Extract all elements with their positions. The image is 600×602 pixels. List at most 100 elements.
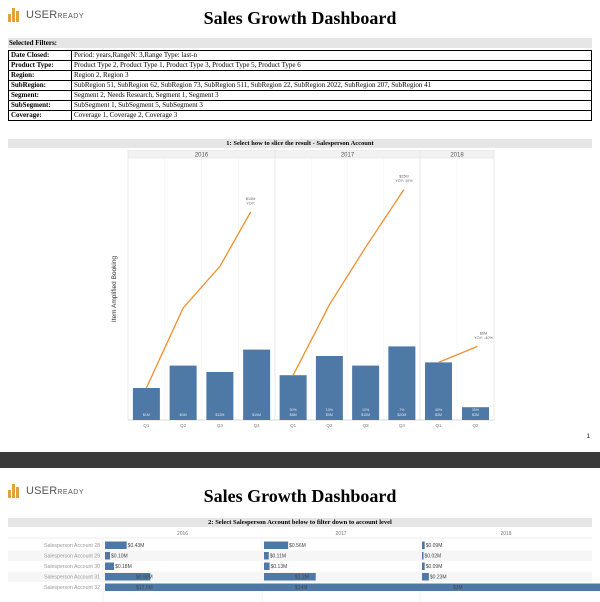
year-annotation: $6M bbox=[480, 331, 487, 335]
filter-value: SubRegion 51, SubRegion 62, SubRegion 73… bbox=[71, 80, 592, 91]
bar-label: $0M bbox=[180, 413, 187, 417]
cumulative-line bbox=[145, 211, 252, 389]
bar-label: $12M bbox=[215, 413, 224, 417]
filter-row: Coverage: Coverage 1, Coverage 2, Coverag… bbox=[8, 110, 592, 121]
account-bar-label: $0.23M bbox=[430, 575, 447, 581]
filter-value: Product Type 2, Product Type 1, Product … bbox=[71, 60, 592, 71]
filter-value: SubSegment 1, SubSegment 5, SubSegment 3 bbox=[71, 100, 592, 111]
account-bar bbox=[264, 552, 269, 560]
year-annotation: $10M bbox=[246, 197, 256, 201]
account-bar-label: $3M bbox=[453, 585, 463, 591]
account-bar bbox=[264, 541, 289, 549]
account-bar bbox=[105, 541, 127, 549]
year-label: 2018 bbox=[450, 153, 464, 159]
quarter-tick-label: Q4 bbox=[254, 423, 261, 428]
page-separator bbox=[0, 452, 600, 468]
salesperson-row-label: Salesperson Account 29 bbox=[44, 554, 100, 560]
salesperson-row-label: Salesperson Account 32 bbox=[44, 585, 100, 591]
salesperson-row-label: Salesperson Account 28 bbox=[44, 543, 100, 549]
year-label: 2017 bbox=[341, 153, 355, 159]
account-bar bbox=[422, 552, 424, 560]
cumulative-line bbox=[438, 345, 478, 364]
filter-row: Date Closed: Period: years,RangeN: 3,Rang… bbox=[8, 50, 592, 61]
filter-value: Region 2, Region 3 bbox=[71, 70, 592, 81]
report-page-1: USERREADY Sales Growth Dashboard Selecte… bbox=[8, 8, 592, 440]
y-axis-label: Item Amplified Booking bbox=[111, 256, 118, 323]
logo-bars-icon bbox=[8, 484, 22, 498]
account-bar bbox=[105, 562, 115, 570]
quarter-tick-label: Q2 bbox=[472, 423, 479, 428]
year-annotation: YOY: -40% bbox=[474, 336, 493, 340]
bar-label: $3M bbox=[472, 413, 479, 417]
bar-label: 10% bbox=[362, 408, 370, 412]
page-title: Sales Growth Dashboard bbox=[203, 8, 397, 28]
bar-label: 30% bbox=[472, 408, 480, 412]
bar-label: 40% bbox=[435, 408, 443, 412]
account-bar-label: $1.2M bbox=[295, 575, 309, 581]
account-bar bbox=[264, 573, 316, 581]
filter-key: Date Closed: bbox=[8, 50, 72, 61]
logo-text-main: USER bbox=[26, 9, 58, 21]
bar-label: $9M bbox=[326, 413, 333, 417]
year-annotation: $25M bbox=[399, 175, 409, 179]
bar-label: 30% bbox=[290, 408, 298, 412]
quarter-tick-label: Q2 bbox=[326, 423, 333, 428]
salesperson-row-label: Salesperson Account 31 bbox=[44, 575, 100, 581]
account-bar-label: $0.09M bbox=[426, 564, 443, 570]
bar bbox=[352, 365, 380, 420]
year-column-label: 2017 bbox=[335, 531, 346, 537]
account-bar-label: $0.09M bbox=[426, 543, 443, 549]
account-bar bbox=[264, 562, 270, 570]
filter-key: Region: bbox=[8, 70, 72, 81]
year-annotation: YOY: bbox=[246, 202, 255, 206]
account-bar-label: $0.13M bbox=[271, 564, 288, 570]
bar bbox=[315, 356, 343, 420]
bar-label: $3M bbox=[435, 413, 442, 417]
year-column-label: 2016 bbox=[177, 531, 188, 537]
filter-key: Coverage: bbox=[8, 110, 72, 121]
filters-header: Selected Filters: bbox=[8, 38, 592, 48]
account-bar bbox=[422, 562, 425, 570]
filter-key: Product Type: bbox=[8, 60, 72, 71]
bar bbox=[206, 372, 234, 420]
account-bar-label: $0.18M bbox=[115, 564, 132, 570]
filter-value: Coverage 1, Coverage 2, Coverage 3 bbox=[71, 110, 592, 121]
page-number: 1 bbox=[586, 434, 590, 440]
year-label: 2016 bbox=[195, 153, 209, 159]
bar bbox=[388, 346, 416, 420]
report-page-2: USERREADY Sales Growth Dashboard 2: Sele… bbox=[0, 468, 600, 602]
booking-by-quarter-chart: 2016 2017 2018 Item Amplified Booking $1M Q1 $… bbox=[111, 150, 495, 428]
cumulative-line bbox=[292, 189, 405, 376]
bar-label: $10M bbox=[252, 413, 261, 417]
salesperson-account-chart[interactable]: 2016 2017 2018 Salesperson Account 28 $0.43M… bbox=[0, 528, 600, 602]
quarter-tick-label: Q1 bbox=[435, 423, 442, 428]
account-bar-label: $0.56M bbox=[289, 543, 306, 549]
logo-text-small: READY bbox=[57, 489, 84, 496]
filter-row: SubRegion: SubRegion 51, SubRegion 62, Su… bbox=[8, 80, 592, 91]
account-bar-label: $0.11M bbox=[270, 554, 286, 560]
quarter-tick-label: Q1 bbox=[143, 423, 150, 428]
filter-row: Segment: Segment 2, Needs Research, Segme… bbox=[8, 90, 592, 101]
filter-key: Segment: bbox=[8, 90, 72, 101]
salesperson-row-label: Salesperson Account 30 bbox=[44, 564, 100, 570]
account-bar-label: $0.10M bbox=[111, 554, 128, 560]
quarter-tick-label: Q1 bbox=[290, 423, 297, 428]
quarter-tick-label: Q3 bbox=[363, 423, 370, 428]
bar bbox=[169, 365, 197, 420]
filter-value: Segment 2, Needs Research, Segment 1, Se… bbox=[71, 90, 592, 101]
filter-row: Region: Region 2, Region 3 bbox=[8, 70, 592, 81]
filter-row: SubSegment: SubSegment 1, SubSegment 5, S… bbox=[8, 100, 592, 111]
account-bar bbox=[422, 583, 512, 591]
bar bbox=[462, 407, 489, 420]
account-bar bbox=[105, 552, 111, 560]
page-title-2: Sales Growth Dashboard bbox=[203, 486, 397, 506]
logo-bars-icon bbox=[8, 8, 22, 22]
row-stripe bbox=[8, 550, 592, 561]
bar-label: $8M bbox=[290, 413, 297, 417]
account-bar-label: $14M bbox=[295, 585, 308, 591]
bar-label: $10M bbox=[361, 413, 370, 417]
filter-row: Product Type: Product Type 2, Product Typ… bbox=[8, 60, 592, 71]
logo-text-small: READY bbox=[57, 13, 84, 20]
year-annotation: YOY: 10% bbox=[395, 179, 413, 183]
userready-logo: USERREADY bbox=[8, 8, 84, 22]
